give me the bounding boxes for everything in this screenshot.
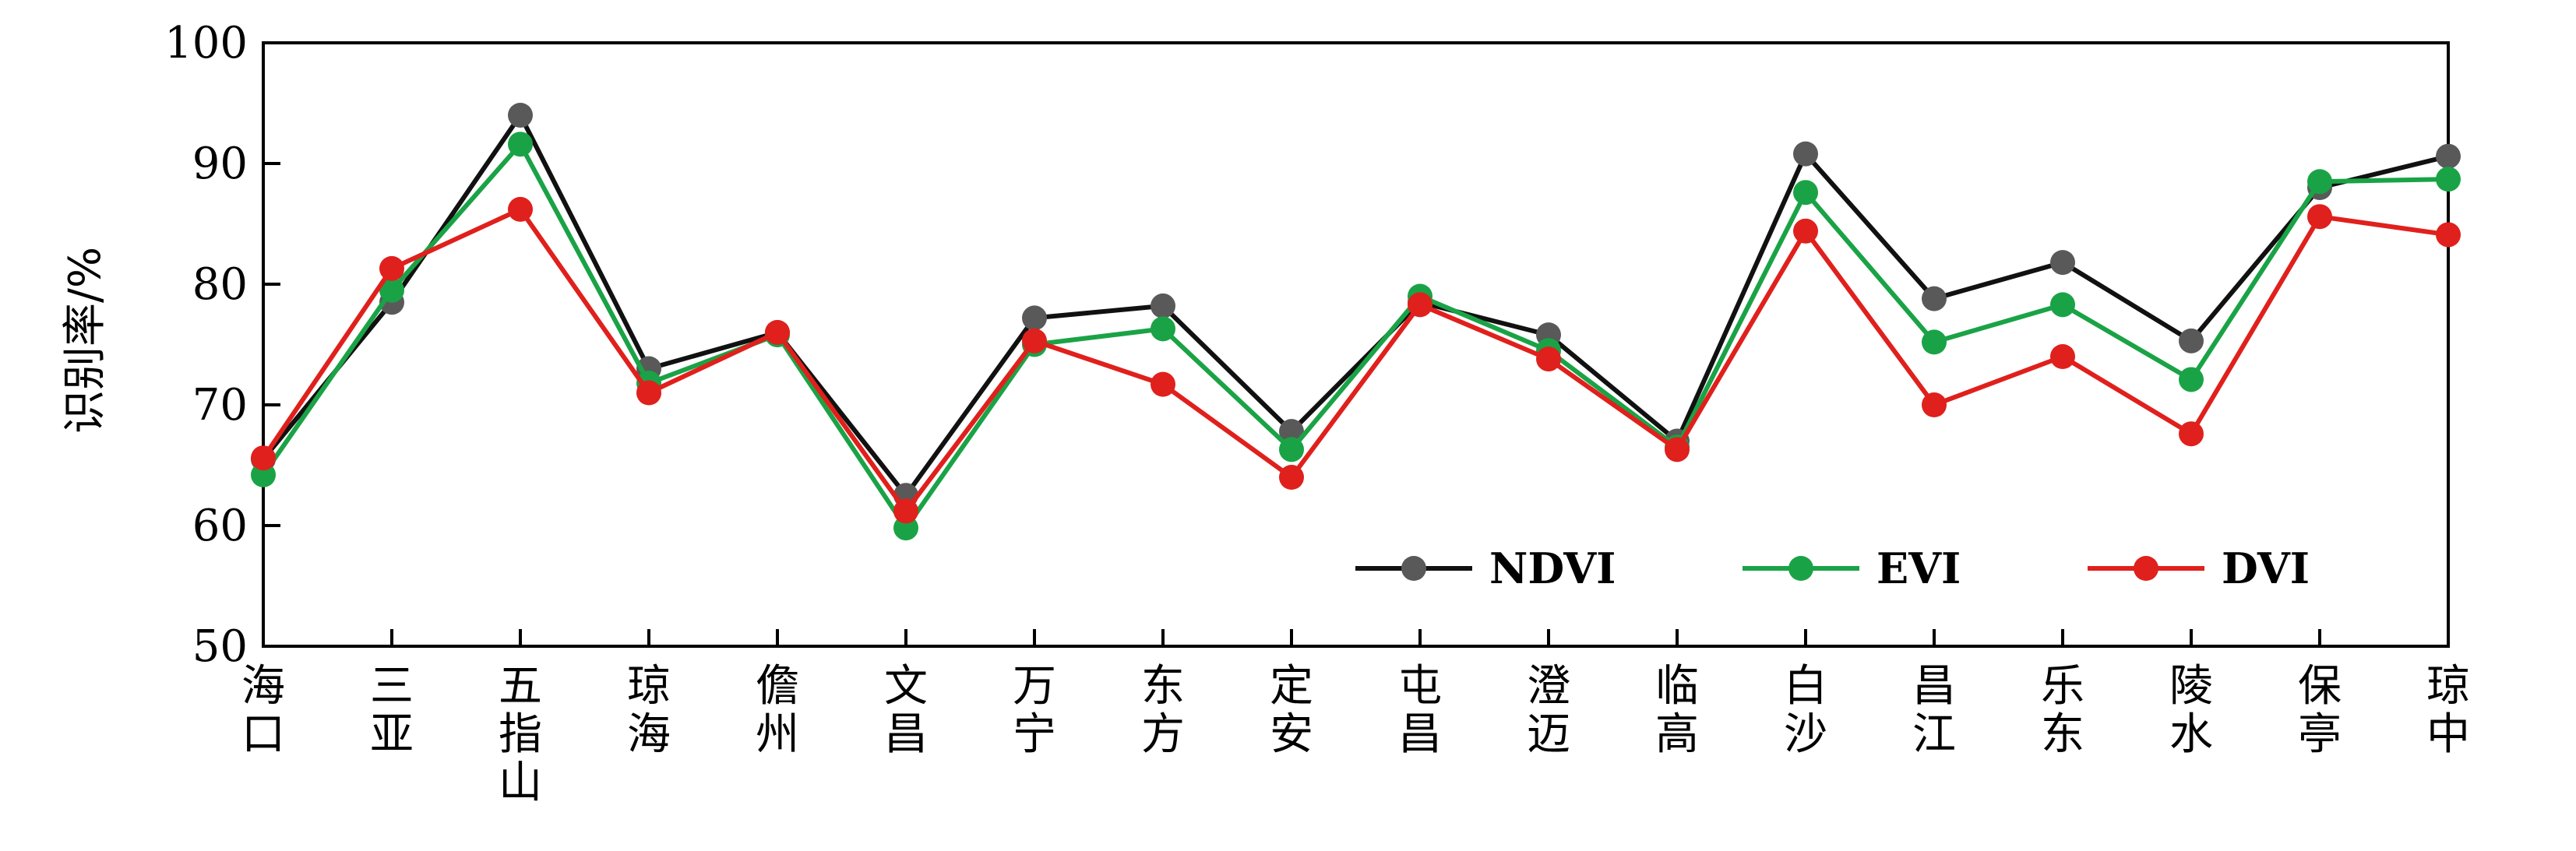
- data-point-dvi: [1151, 371, 1175, 397]
- legend-marker: [1401, 556, 1426, 581]
- x-tick-label: 琼中: [2426, 661, 2470, 760]
- x-tick-label: 澄迈: [1527, 661, 1570, 760]
- series-layer: [251, 103, 2461, 541]
- legend-item-dvi: DVI: [2088, 543, 2310, 593]
- legend: NDVI EVI DVI: [1355, 543, 2310, 593]
- y-tick-label: 50: [192, 621, 248, 672]
- x-tick-label: 定安: [1270, 661, 1313, 760]
- data-point-evi: [2436, 167, 2461, 192]
- data-point-dvi: [2179, 421, 2204, 447]
- x-tick-label: 昌江: [1912, 661, 1956, 760]
- data-point-dvi: [379, 255, 404, 281]
- series-dvi: [251, 196, 2461, 524]
- data-point-dvi: [251, 445, 276, 471]
- x-tick-label: 乐东: [2041, 661, 2084, 760]
- data-point-dvi: [765, 320, 790, 345]
- data-point-evi: [2179, 367, 2204, 392]
- x-tick-label: 白沙: [1784, 661, 1827, 760]
- legend-item-ndvi: NDVI: [1355, 543, 1616, 593]
- y-axis-title: 识别率/%: [60, 247, 111, 434]
- data-point-ndvi: [2179, 328, 2204, 353]
- x-tick-label: 三亚: [370, 661, 414, 760]
- legend-item-evi: EVI: [1743, 543, 1961, 593]
- data-point-dvi: [2050, 344, 2075, 369]
- x-tick-label: 五指山: [499, 661, 542, 808]
- data-point-evi: [1793, 180, 1818, 206]
- data-point-dvi: [508, 196, 533, 222]
- data-point-evi: [1279, 437, 1304, 462]
- y-tick-label: 70: [192, 380, 248, 431]
- y-tick-label: 100: [164, 18, 248, 69]
- data-point-evi: [2050, 292, 2075, 318]
- series-line-dvi: [261, 206, 2449, 514]
- legend-label: NDVI: [1489, 543, 1616, 593]
- series-evi: [251, 132, 2461, 541]
- x-tick-label: 万宁: [1013, 661, 1056, 760]
- data-point-evi: [379, 277, 404, 303]
- data-point-dvi: [1022, 328, 1047, 353]
- y-tick-label: 60: [192, 501, 248, 551]
- x-tick-label: 琼海: [627, 661, 671, 760]
- y-tick-label: 90: [192, 139, 248, 189]
- data-point-dvi: [893, 498, 918, 524]
- x-tick-label: 陵水: [2169, 661, 2213, 760]
- legend-label: EVI: [1876, 543, 1961, 593]
- data-point-dvi: [1536, 346, 1561, 372]
- legend-marker: [1788, 556, 1813, 581]
- data-point-dvi: [2307, 204, 2332, 230]
- x-tick-label: 保亭: [2298, 661, 2342, 760]
- series-line-ndvi: [261, 113, 2449, 498]
- data-point-ndvi: [508, 103, 533, 128]
- series-ndvi: [251, 103, 2461, 508]
- data-point-dvi: [636, 380, 661, 406]
- data-point-ndvi: [1151, 293, 1175, 318]
- data-point-evi: [508, 132, 533, 157]
- x-tick-label: 儋州: [756, 661, 799, 760]
- data-point-ndvi: [2436, 143, 2461, 169]
- series-line-evi: [261, 142, 2449, 531]
- x-tick-label: 文昌: [884, 661, 928, 760]
- data-point-ndvi: [1279, 419, 1304, 445]
- x-tick-label: 海口: [241, 661, 285, 760]
- data-point-evi: [1151, 316, 1175, 342]
- data-point-ndvi: [1022, 305, 1047, 331]
- y-tick-label: 80: [192, 259, 248, 310]
- x-tick-label: 东方: [1141, 661, 1185, 760]
- x-tick-label: 屯昌: [1398, 661, 1442, 760]
- data-point-dvi: [2436, 222, 2461, 248]
- legend-marker: [2134, 556, 2158, 581]
- data-point-ndvi: [1793, 141, 1818, 167]
- data-point-dvi: [1279, 465, 1304, 490]
- x-tick-label: 临高: [1655, 661, 1699, 760]
- data-point-evi: [2307, 169, 2332, 195]
- plot-frame: [262, 41, 2450, 648]
- data-point-dvi: [1793, 218, 1818, 244]
- data-point-dvi: [1408, 292, 1432, 318]
- legend-label: DVI: [2222, 543, 2310, 593]
- data-point-ndvi: [1922, 286, 1947, 311]
- data-point-dvi: [1665, 437, 1690, 462]
- data-point-ndvi: [2050, 250, 2075, 276]
- data-point-evi: [1922, 329, 1947, 355]
- data-point-dvi: [1922, 392, 1947, 417]
